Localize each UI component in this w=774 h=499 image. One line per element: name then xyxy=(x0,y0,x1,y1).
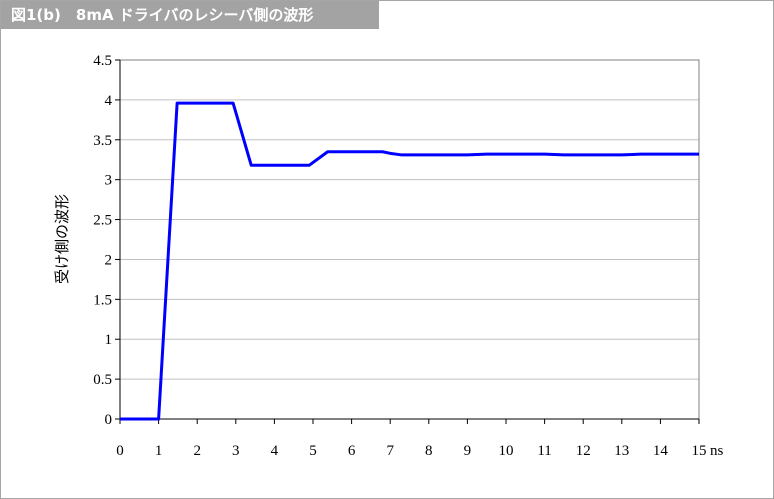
y-tick-label: 3 xyxy=(105,173,113,189)
x-tick-label: 0 xyxy=(116,443,124,459)
plot-area xyxy=(119,59,700,420)
x-tick-label: 14 xyxy=(653,443,669,459)
x-axis-unit-label: ns xyxy=(710,443,724,459)
y-tick-label: 4 xyxy=(105,93,113,109)
x-tick-label: 4 xyxy=(271,443,279,459)
x-tick-label: 13 xyxy=(614,443,629,459)
y-tick-label: 0 xyxy=(105,412,113,428)
x-tick-label: 11 xyxy=(537,443,551,459)
y-tick-label: 2 xyxy=(105,252,113,268)
x-tick-label: 2 xyxy=(193,443,201,459)
x-tick-label: 6 xyxy=(348,443,356,459)
x-tick-label: 7 xyxy=(386,443,394,459)
x-tick-label: 15 xyxy=(692,443,707,459)
y-tick-label: 1 xyxy=(105,332,113,348)
y-tick-label: 4.5 xyxy=(93,53,112,69)
gridlines xyxy=(120,59,699,380)
chart-title: 図1(b) 8mA ドライバのレシーバ側の波形 xyxy=(1,1,379,29)
y-tick-label: 2.5 xyxy=(93,213,112,229)
y-tick-label: 1.5 xyxy=(93,292,112,308)
x-tick-label: 8 xyxy=(425,443,433,459)
x-tick-label: 12 xyxy=(576,443,591,459)
x-tick-label: 5 xyxy=(309,443,317,459)
y-axis-label: 受け側の波形 xyxy=(53,194,71,284)
y-tick-label: 0.5 xyxy=(93,372,112,388)
y-tick-label: 3.5 xyxy=(93,133,112,149)
x-tick-label: 9 xyxy=(464,443,472,459)
x-tick-label: 10 xyxy=(499,443,514,459)
series-line xyxy=(120,101,699,421)
x-tick-label: 1 xyxy=(155,443,163,459)
x-tick-label: 3 xyxy=(232,443,240,459)
